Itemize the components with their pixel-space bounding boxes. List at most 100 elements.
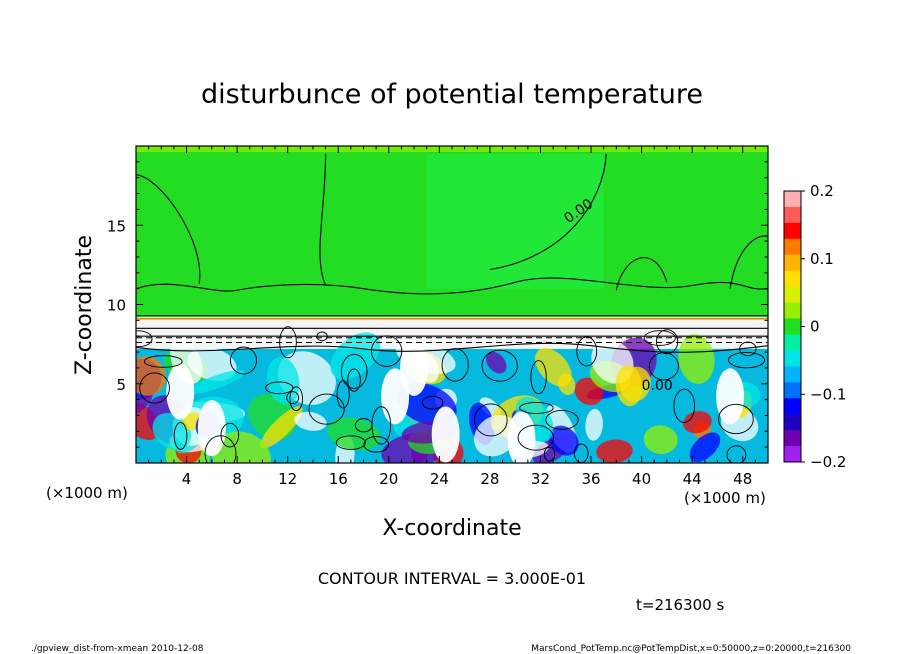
contour-label: 0.00 <box>642 378 673 394</box>
contour-loop <box>481 349 518 382</box>
field-blob <box>689 432 721 463</box>
contour-loop <box>718 403 754 435</box>
contour-line <box>729 235 768 289</box>
contour-loop <box>543 446 556 462</box>
y-tick-label: 15 <box>107 217 126 235</box>
contour-loop <box>289 386 303 412</box>
field-core <box>197 400 226 457</box>
contour-loop <box>347 368 361 392</box>
y-axis: 5 10 15 <box>107 161 768 448</box>
colorbar-segment <box>784 206 801 224</box>
time-label: t=216300 s <box>636 596 724 614</box>
field-blob <box>473 414 518 457</box>
contour-line <box>136 173 201 284</box>
contour-loop <box>517 424 555 451</box>
contour-loop <box>220 422 240 448</box>
contour-loop <box>673 388 696 423</box>
contour-loop <box>643 330 676 346</box>
field-blob <box>683 411 712 434</box>
x-tick-label: 8 <box>232 470 242 488</box>
colorbar-segment <box>784 254 801 272</box>
field-blob <box>615 365 643 407</box>
x-tick-label: 40 <box>632 470 651 488</box>
colorbar-tick-label: 0.1 <box>810 250 834 268</box>
contour-line <box>319 153 327 286</box>
x-tick-label: 16 <box>329 470 348 488</box>
colorbar-tick-label: 0.2 <box>810 182 834 200</box>
y-tick-label: 5 <box>116 376 126 394</box>
x-axis: 4 8 12 16 20 24 28 32 36 40 44 48 <box>148 146 756 488</box>
field-blob <box>327 417 381 451</box>
contour-line <box>136 342 768 353</box>
colorbar-segment <box>784 191 801 208</box>
y-axis-label: Z-coordinate <box>72 235 97 375</box>
x-tick-label: 4 <box>182 470 192 488</box>
x-tick-label: 32 <box>531 470 550 488</box>
contour-loop <box>143 355 183 368</box>
x-unit-right: (×1000 m) <box>684 489 766 507</box>
colorbar-segment <box>784 382 801 399</box>
x-tick-label: 12 <box>278 470 297 488</box>
y-tick-label: 10 <box>107 297 126 315</box>
field-blob <box>548 425 579 456</box>
footer-left: ./gpview_dist-from-xmean 2010-12-08 <box>31 644 204 654</box>
contour-loop <box>530 360 547 395</box>
colorbar-segment <box>784 446 801 463</box>
field-core <box>166 363 195 420</box>
colorbar-segment <box>784 238 801 256</box>
contour-loop <box>421 395 444 410</box>
contour-line <box>136 277 768 295</box>
field-core <box>716 368 745 425</box>
field-blob <box>188 370 245 395</box>
contour-loop <box>336 380 350 409</box>
contour-loop <box>354 418 373 433</box>
colorbar-segment <box>784 414 801 431</box>
colorbar-segment <box>784 350 801 367</box>
field-blob <box>266 356 300 405</box>
contour-interval-text: CONTOUR INTERVAL = 3.000E-01 <box>318 569 586 588</box>
contour-loop <box>726 445 747 463</box>
field-core <box>431 406 460 463</box>
contour-loop <box>229 346 257 375</box>
contour-loop <box>286 391 300 405</box>
field-blob <box>596 439 633 463</box>
contour-line <box>489 153 607 271</box>
colorbar-tick-label: 0 <box>810 318 820 336</box>
contour-loop <box>136 330 153 348</box>
field-blob <box>585 408 603 441</box>
contour-loop <box>474 403 508 437</box>
field-blob <box>136 356 167 396</box>
stratified-band <box>136 317 768 349</box>
colorbar-segment <box>784 302 801 320</box>
colorbar-segment <box>784 222 801 240</box>
contour-loop <box>545 409 579 430</box>
field-blob <box>678 334 715 384</box>
field-blob <box>643 425 678 454</box>
field-blob <box>294 411 327 431</box>
contour-loop <box>335 435 366 450</box>
contour-loop <box>363 436 389 453</box>
x-tick-label: 36 <box>581 470 600 488</box>
colorbar-tick-label: −0.2 <box>810 453 846 471</box>
upper-plume <box>426 153 604 289</box>
footer-right: MarsCond_PotTemp.nc@PotTempDist,x=0:5000… <box>531 644 851 654</box>
contour-lines <box>136 153 768 463</box>
colorbar-segment <box>784 366 801 383</box>
contour-loop <box>204 435 237 463</box>
colorbar-segment <box>784 318 801 335</box>
contour-loop <box>655 329 679 355</box>
x-axis-label: X-coordinate <box>382 516 521 541</box>
colorbar-segment <box>784 398 801 415</box>
field-blobs <box>136 146 768 463</box>
contour-loop <box>316 331 328 342</box>
chart-title: disturbunce of potential temperature <box>201 79 703 110</box>
contour-loop <box>340 353 368 389</box>
x-tick-label: 44 <box>683 470 702 488</box>
contour-loop <box>519 402 554 414</box>
x-tick-label: 24 <box>430 470 449 488</box>
contour-loop <box>576 336 598 367</box>
contour-loop <box>728 352 765 369</box>
contour-loop <box>173 421 188 450</box>
x-tick-label: 20 <box>379 470 398 488</box>
